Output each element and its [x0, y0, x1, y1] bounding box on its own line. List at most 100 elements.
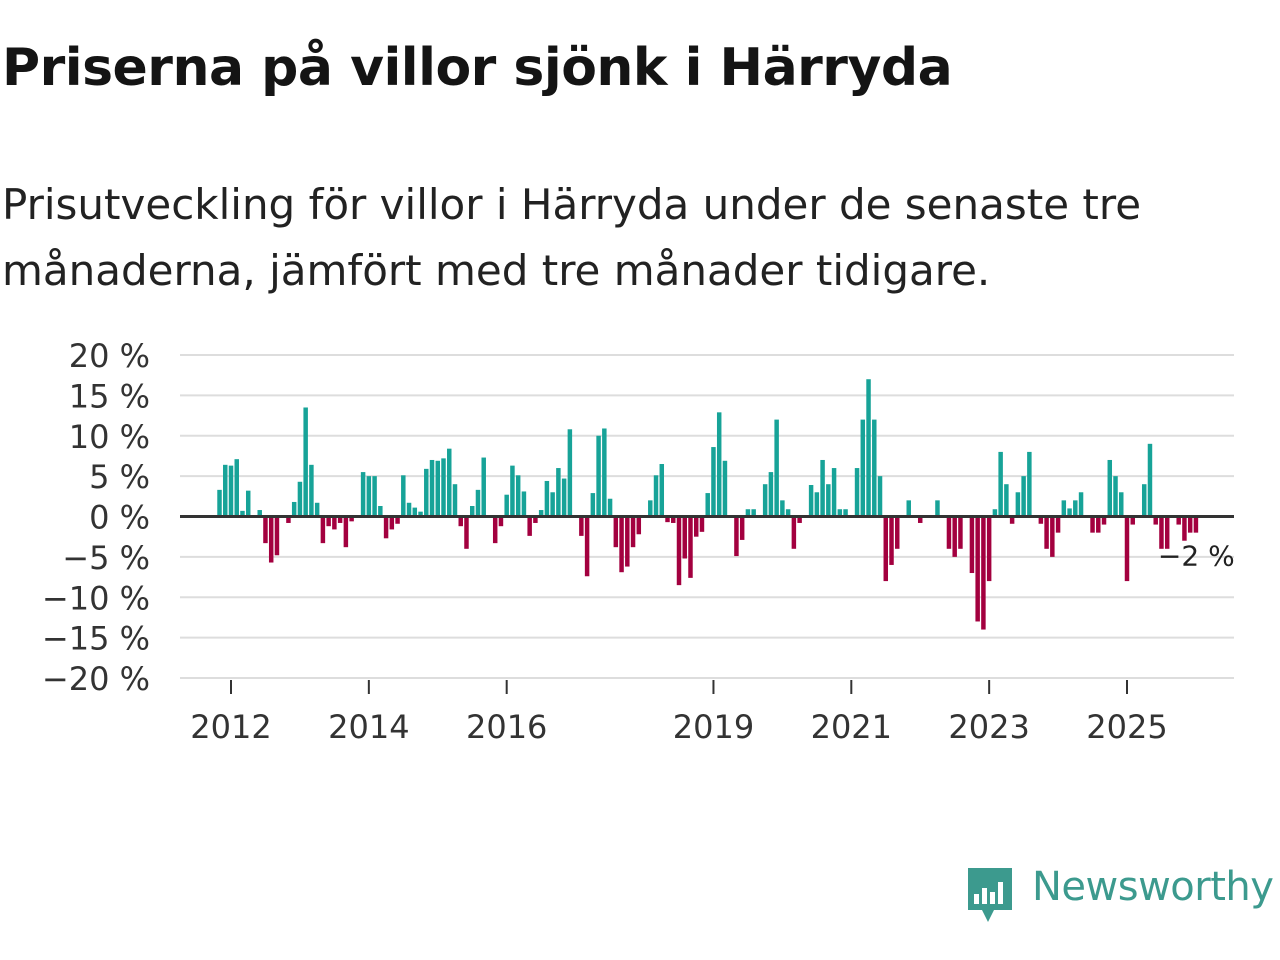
bar: [1101, 516, 1107, 525]
bar: [1044, 516, 1049, 549]
bar: [889, 516, 894, 565]
bar: [648, 500, 653, 517]
bar: [383, 516, 389, 539]
bar: [883, 516, 889, 582]
bar: [429, 459, 435, 517]
bar: [406, 502, 412, 517]
bar: [389, 516, 395, 530]
bar: [447, 448, 452, 517]
bar: [751, 509, 756, 517]
bar: [498, 516, 504, 527]
bar: [291, 501, 297, 517]
bar: [475, 489, 481, 517]
bar: [762, 484, 768, 517]
bar: [1193, 516, 1199, 533]
bar: [1124, 516, 1130, 582]
bar: [636, 516, 642, 535]
bar: [567, 429, 573, 517]
bar: [418, 511, 423, 517]
bar: [412, 507, 418, 517]
bar: [969, 516, 975, 574]
bar: [1130, 516, 1135, 525]
bar: [716, 412, 722, 517]
x-axis: 2012 2014 2016 2019 2021 2023 2025: [190, 680, 1168, 746]
bar: [958, 516, 963, 549]
newsworthy-logo-text: Newsworthy: [1032, 864, 1274, 910]
bar: [538, 510, 544, 517]
bar: [223, 464, 228, 517]
bar: [510, 465, 515, 517]
y-tick-label: −5 %: [62, 539, 150, 577]
bar: [228, 465, 234, 517]
x-tick-label: 2023: [948, 708, 1029, 746]
bar: [481, 457, 486, 517]
bar: [240, 510, 245, 517]
bar: [424, 468, 429, 517]
bar: [320, 516, 326, 544]
bar: [1153, 516, 1158, 525]
bar: [808, 485, 814, 517]
bar: [1050, 516, 1055, 557]
bar: [791, 516, 797, 549]
bar: [688, 516, 693, 578]
bar: [590, 493, 596, 517]
bar: [337, 516, 343, 523]
annotation: −2 %: [1158, 540, 1235, 573]
bar: [935, 500, 940, 517]
bars: [217, 379, 1199, 630]
bar: [946, 516, 952, 549]
newsworthy-logo: Newsworthy: [962, 864, 1280, 928]
y-tick-label: 10 %: [69, 418, 150, 456]
bar: [998, 451, 1003, 517]
bar: [665, 516, 670, 523]
bar: [843, 509, 848, 517]
bar: [378, 506, 383, 517]
bar: [774, 419, 779, 517]
bar: [458, 516, 463, 527]
bar: [1141, 484, 1147, 517]
bar: [1009, 516, 1015, 524]
bar: [734, 516, 739, 557]
y-tick-label: −10 %: [42, 579, 150, 617]
y-tick-label: −20 %: [42, 660, 150, 698]
bar: [561, 478, 567, 517]
last-value-label: −2 %: [1158, 540, 1235, 573]
bar: [625, 516, 630, 567]
bar: [722, 460, 728, 517]
y-tick-label: −15 %: [42, 620, 150, 658]
bar: [1164, 516, 1170, 549]
bar: [826, 484, 831, 517]
bar: [1015, 492, 1021, 517]
bar: [309, 464, 314, 517]
bar: [435, 460, 441, 517]
bar: [986, 516, 992, 582]
bar: [326, 516, 331, 527]
bar: [619, 516, 624, 573]
bar: [785, 509, 791, 517]
bar: [1067, 508, 1072, 517]
bar: [981, 516, 986, 630]
bar: [1078, 492, 1084, 517]
bar: [1159, 516, 1164, 549]
bar: [245, 490, 251, 517]
bar: [366, 476, 372, 517]
bar: [866, 379, 871, 517]
bar: [1004, 484, 1009, 517]
bar: [630, 516, 636, 548]
bar: [257, 510, 262, 517]
bar: [504, 494, 509, 517]
bar: [217, 489, 222, 517]
bar: [1182, 516, 1187, 541]
bar: [860, 419, 866, 517]
bar: [372, 476, 377, 517]
bar: [797, 516, 802, 523]
bar: [975, 516, 980, 622]
bar: [1113, 476, 1118, 517]
x-tick-label: 2025: [1086, 708, 1167, 746]
bar: [1038, 516, 1044, 524]
bar: [401, 475, 406, 517]
bar: [303, 407, 308, 517]
bar: [1055, 516, 1061, 533]
bar: [527, 516, 532, 536]
